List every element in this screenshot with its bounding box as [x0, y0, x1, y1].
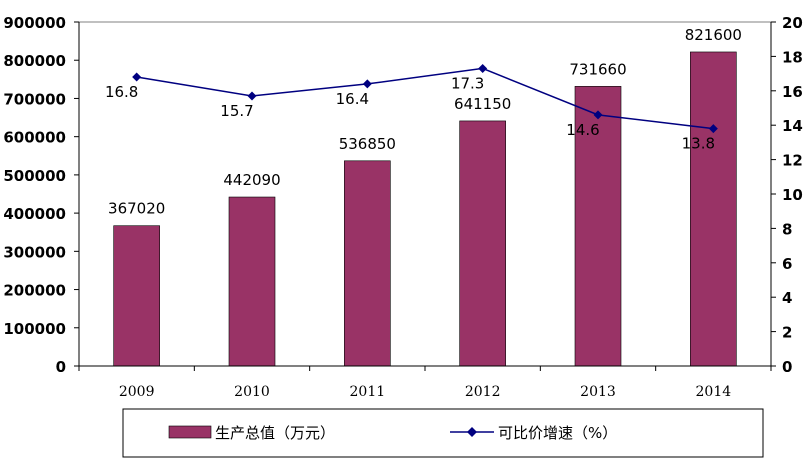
bar-gdp — [344, 160, 391, 367]
bar-gdp — [228, 196, 276, 367]
line-data-label: 14.6 — [566, 121, 599, 139]
y-right-tick-label: 16 — [782, 83, 803, 101]
y-left-tick-label: 900000 — [3, 14, 66, 32]
x-tick-label: 2012 — [465, 384, 501, 400]
bar-gdp — [574, 86, 622, 367]
y-right-tick-label: 18 — [782, 48, 803, 66]
x-tick-label: 2011 — [350, 384, 386, 400]
bar-data-label: 442090 — [223, 171, 280, 189]
y-right-tick-label: 14 — [782, 117, 803, 135]
y-right-tick-label: 0 — [782, 358, 792, 376]
bar-data-label: 367020 — [108, 200, 165, 218]
bar-data-label: 821600 — [685, 26, 742, 44]
y-right-tick-label: 8 — [782, 220, 792, 238]
bar-data-label: 536850 — [339, 135, 396, 153]
y-right-tick-label: 10 — [782, 186, 803, 204]
legend-diamond-marker — [467, 427, 477, 437]
y-left-tick-label: 600000 — [3, 129, 66, 147]
line-data-label: 16.8 — [105, 83, 138, 101]
bar-gdp — [113, 225, 160, 367]
y-left-tick-label: 100000 — [3, 320, 66, 338]
bar-gdp — [690, 51, 737, 367]
line-data-label: 17.3 — [451, 74, 484, 92]
line-data-label: 13.8 — [682, 135, 715, 153]
bar-gdp — [459, 120, 506, 367]
growth-rate-point — [708, 124, 718, 134]
y-left-tick-label: 0 — [56, 358, 66, 376]
y-right-tick-label: 6 — [782, 255, 792, 273]
y-left-tick-label: 800000 — [3, 52, 66, 70]
growth-rate-point — [478, 63, 488, 73]
y-right-tick-label: 12 — [782, 152, 803, 170]
x-tick-label: 2009 — [119, 384, 155, 400]
y-left-tick-label: 200000 — [3, 282, 66, 300]
legend-label-growth: 可比价增速（%） — [498, 424, 617, 442]
legend: 生产总值（万元） 可比价增速（%） — [122, 408, 764, 458]
legend-swatch-bar — [168, 425, 212, 439]
growth-rate-point — [593, 110, 603, 120]
x-tick-label: 2010 — [234, 384, 270, 400]
plot-area — [78, 21, 772, 367]
line-data-label: 16.4 — [336, 90, 369, 108]
y-left-tick-label: 500000 — [3, 167, 66, 185]
bar-data-label: 641150 — [454, 95, 511, 113]
growth-rate-point — [362, 79, 372, 89]
legend-box — [122, 408, 764, 458]
x-tick-label: 2013 — [580, 384, 616, 400]
line-data-label: 15.7 — [220, 102, 253, 120]
y-right-tick-label: 20 — [782, 14, 803, 32]
growth-rate-point — [132, 72, 142, 82]
y-left-tick-label: 400000 — [3, 205, 66, 223]
y-right-tick-label: 2 — [782, 324, 792, 342]
x-tick-label: 2014 — [696, 384, 732, 400]
bar-data-label: 731660 — [569, 60, 626, 78]
growth-rate-point — [247, 91, 257, 101]
legend-label-gdp: 生产总值（万元） — [215, 424, 335, 442]
y-left-tick-label: 300000 — [3, 243, 66, 261]
growth-rate-line — [136, 67, 714, 130]
y-right-tick-label: 4 — [782, 289, 792, 307]
y-left-tick-label: 700000 — [3, 90, 66, 108]
